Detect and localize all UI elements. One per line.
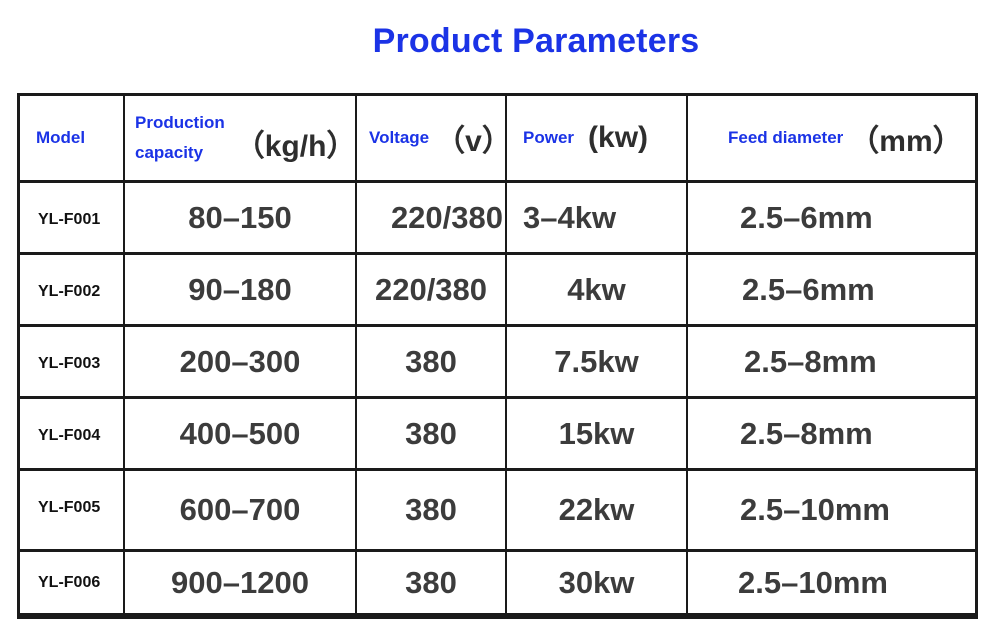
table-row-3-feed: 2.5–8mm xyxy=(688,327,975,399)
table-row-5-model: YL-F005 xyxy=(20,471,125,552)
header-power-label: Power xyxy=(523,128,575,147)
header-capacity-unit: （kg/h） xyxy=(234,130,357,163)
header-model-label: Model xyxy=(36,128,86,147)
table-row-2-model: YL-F002 xyxy=(20,255,125,327)
header-voltage-unit: （v） xyxy=(435,125,512,158)
header-feed-diameter-unit: （mm） xyxy=(849,125,963,158)
header-voltage-label: Voltage xyxy=(369,128,430,147)
header-feed-diameter: Feed diameter （mm） xyxy=(688,96,975,183)
header-capacity-line1: Production xyxy=(135,113,225,132)
header-power: Power (kw) xyxy=(507,96,688,183)
table-row-6-model: YL-F006 xyxy=(20,552,125,616)
table-row-2-voltage: 220/380 xyxy=(357,255,507,327)
table-row-2-feed: 2.5–6mm xyxy=(688,255,975,327)
table-row-1-feed: 2.5–6mm xyxy=(688,183,975,255)
table-row-6-voltage: 380 xyxy=(357,552,507,616)
table-row-6-power: 30kw xyxy=(507,552,688,616)
header-capacity: Production capacity （kg/h） xyxy=(125,96,357,183)
header-capacity-line2: capacity xyxy=(135,143,204,162)
table-row-2-capacity: 90–180 xyxy=(125,255,357,327)
table-row-3-capacity: 200–300 xyxy=(125,327,357,399)
table-row-1-voltage: 220/380 xyxy=(357,183,507,255)
table-row-5-voltage: 380 xyxy=(357,471,507,552)
table-row-5-feed: 2.5–10mm xyxy=(688,471,975,552)
table-row-1-power: 3–4kw xyxy=(507,183,688,255)
table-row-5-power: 22kw xyxy=(507,471,688,552)
header-voltage: Voltage （v） xyxy=(357,96,512,183)
table-row-1-model: YL-F001 xyxy=(20,183,125,255)
table-row-4-capacity: 400–500 xyxy=(125,399,357,471)
header-feed-diameter-label: Feed diameter xyxy=(728,128,844,147)
table-row-4-voltage: 380 xyxy=(357,399,507,471)
table-row-4-feed: 2.5–8mm xyxy=(688,399,975,471)
header-model: Model xyxy=(20,96,125,183)
table-row-6-feed: 2.5–10mm xyxy=(688,552,975,616)
table-row-5-capacity: 600–700 xyxy=(125,471,357,552)
table-row-4-power: 15kw xyxy=(507,399,688,471)
table-row-3-power: 7.5kw xyxy=(507,327,688,399)
table-row-4-model: YL-F004 xyxy=(20,399,125,471)
table-row-1-capacity: 80–150 xyxy=(125,183,357,255)
parameters-table: Model Production capacity （kg/h） Voltage… xyxy=(17,93,978,619)
table-row-3-model: YL-F003 xyxy=(20,327,125,399)
table-row-3-voltage: 380 xyxy=(357,327,507,399)
header-capacity-label: Production capacity xyxy=(135,108,225,168)
table-row-2-power: 4kw xyxy=(507,255,688,327)
header-power-unit: (kw) xyxy=(588,121,649,154)
page-title: Product Parameters xyxy=(372,22,700,60)
table-row-6-capacity: 900–1200 xyxy=(125,552,357,616)
